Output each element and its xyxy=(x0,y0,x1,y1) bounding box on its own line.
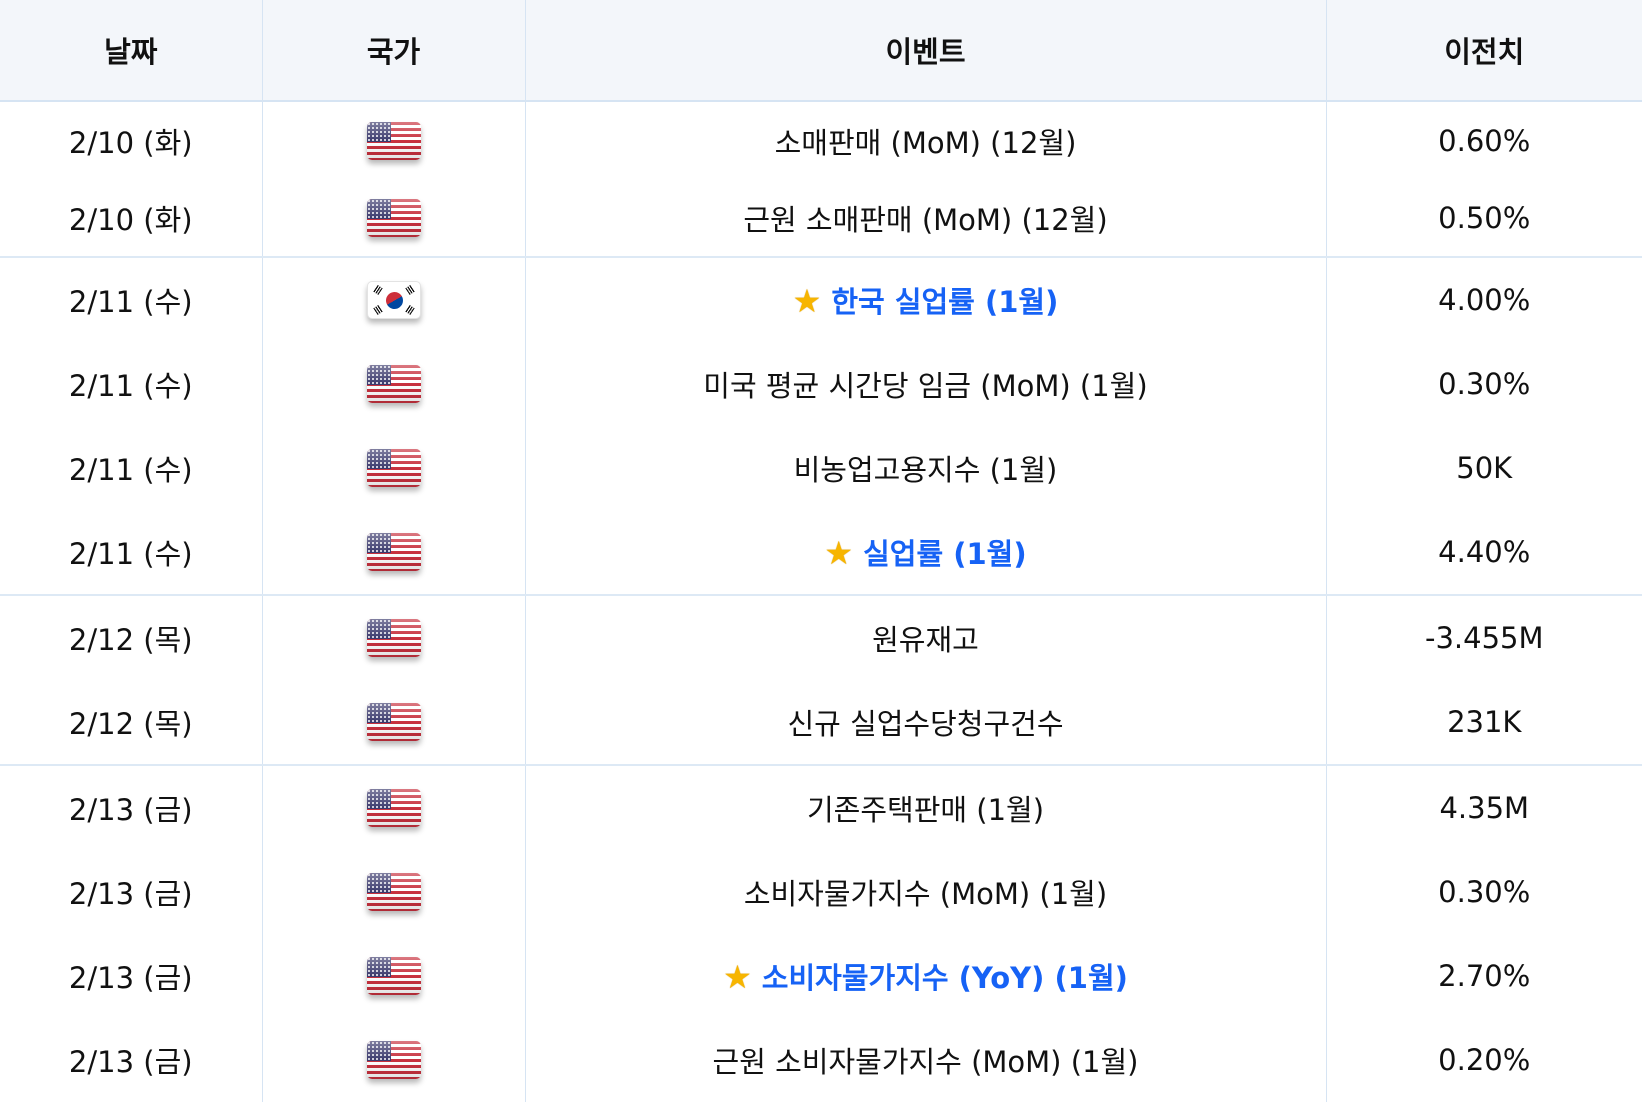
date-cell: 2/11 (수) xyxy=(0,426,263,510)
event-name[interactable]: 소매판매 (MoM) (12월) xyxy=(774,125,1077,160)
country-cell xyxy=(262,342,526,426)
table-row[interactable]: 2/13 (금) 근원 소비자물가지수 (MoM) (1월) 0.20% xyxy=(0,1018,1642,1102)
previous-cell: 0.60% xyxy=(1438,123,1531,158)
table-row[interactable]: 2/13 (금) 소비자물가지수 (MoM) (1월) 0.30% xyxy=(0,850,1642,934)
event-name[interactable]: 근원 소매판매 (MoM) (12월) xyxy=(743,202,1108,237)
table-row[interactable]: 2/11 (수) 비농업고용지수 (1월) 50K xyxy=(0,426,1642,510)
country-cell xyxy=(262,594,526,680)
event-cell: 근원 소비자물가지수 (MoM) (1월) xyxy=(525,1018,1327,1102)
date-cell: 2/12 (목) xyxy=(0,594,263,680)
date-cell: 2/11 (수) xyxy=(0,342,263,426)
event-name[interactable]: 비농업고용지수 (1월) xyxy=(793,453,1058,487)
event-cell: 소매판매 (MoM) (12월) xyxy=(525,101,1327,179)
event-cell: 원유재고 xyxy=(525,594,1327,680)
previous-cell: 0.30% xyxy=(1438,875,1531,909)
country-cell xyxy=(262,764,526,850)
event-cell: ★ 한국 실업률 (1월) xyxy=(525,256,1327,342)
date-cell: 2/11 (수) xyxy=(0,256,263,342)
date-cell: 2/11 (수) xyxy=(0,510,263,595)
table-row[interactable]: 2/11 (수) 미국 평균 시간당 임금 (MoM) (1월) 0.30% xyxy=(0,342,1642,426)
korea-flag-icon xyxy=(366,281,421,319)
country-cell xyxy=(262,1018,526,1102)
star-icon: ★ xyxy=(792,282,822,320)
country-cell xyxy=(262,101,526,179)
previous-cell: 4.00% xyxy=(1326,256,1642,342)
event-name[interactable]: 신규 실업수당청구건수 xyxy=(787,707,1064,741)
table-row[interactable]: 2/13 (금) ★ 소비자물가지수 (YoY) (1월) 2.70% xyxy=(0,934,1642,1018)
event-cell: 비농업고용지수 (1월) xyxy=(525,426,1327,510)
event-name[interactable]: 소비자물가지수 (YoY) (1월) xyxy=(761,961,1128,995)
previous-cell: 50K xyxy=(1456,451,1513,485)
us-flag-icon xyxy=(366,449,421,487)
event-cell: 근원 소매판매 (MoM) (12월) xyxy=(525,179,1327,257)
event-name[interactable]: 미국 평균 시간당 임금 (MoM) (1월) xyxy=(703,369,1148,403)
event-cell: ★ 실업률 (1월) xyxy=(525,510,1327,595)
date-cell: 2/13 (금) xyxy=(0,934,263,1018)
us-flag-icon xyxy=(366,365,421,403)
previous-cell: 2.70% xyxy=(1438,959,1531,993)
us-flag-icon xyxy=(366,789,421,827)
us-flag-icon xyxy=(366,703,421,741)
event-cell: 기존주택판매 (1월) xyxy=(525,764,1327,850)
country-cell xyxy=(262,256,526,342)
header-country[interactable]: 국가 xyxy=(262,0,526,102)
previous-cell: 4.40% xyxy=(1438,535,1531,569)
star-icon: ★ xyxy=(824,534,854,572)
date-cell: 2/10 (화) xyxy=(0,179,263,257)
country-cell xyxy=(262,179,526,257)
header-date[interactable]: 날짜 xyxy=(0,0,263,102)
us-flag-icon xyxy=(366,1041,421,1079)
us-flag-icon xyxy=(366,619,421,657)
previous-cell: 0.50% xyxy=(1438,200,1531,235)
date-cell: 2/13 (금) xyxy=(0,850,263,934)
us-flag-icon xyxy=(366,873,421,911)
previous-cell: 0.30% xyxy=(1438,367,1531,401)
star-icon: ★ xyxy=(723,958,752,996)
table-row[interactable]: 2/13 (금) 기존주택판매 (1월) 4.35M xyxy=(0,764,1642,850)
event-name[interactable]: 근원 소비자물가지수 (MoM) (1월) xyxy=(712,1045,1139,1079)
header-event[interactable]: 이벤트 xyxy=(525,0,1327,102)
event-name[interactable]: 실업률 (1월) xyxy=(863,537,1027,571)
event-cell: 소비자물가지수 (MoM) (1월) xyxy=(525,850,1327,934)
event-cell: 신규 실업수당청구건수 xyxy=(525,680,1327,765)
previous-cell: 231K xyxy=(1447,705,1522,739)
us-flag-icon xyxy=(366,121,421,160)
table-row[interactable]: 2/11 (수) ★ 실업률 (1월) 4.40% xyxy=(0,510,1642,595)
table-row[interactable]: 2/11 (수) ★ 한국 실업률 (1월) 4.00% xyxy=(0,256,1642,342)
table-row[interactable]: 2/12 (목) 신규 실업수당청구건수 231K xyxy=(0,680,1642,765)
date-cell: 2/10 (화) xyxy=(0,101,263,179)
date-cell: 2/13 (금) xyxy=(0,1018,263,1102)
us-flag-icon xyxy=(366,533,421,571)
us-flag-icon xyxy=(366,198,421,237)
event-name[interactable]: 한국 실업률 (1월) xyxy=(831,285,1059,319)
event-cell: 미국 평균 시간당 임금 (MoM) (1월) xyxy=(525,342,1327,426)
header-row: 날짜 국가 이벤트 이전치 xyxy=(0,0,1642,102)
previous-cell: 0.20% xyxy=(1438,1043,1531,1077)
table-row[interactable]: 2/12 (목) 원유재고 -3.455M xyxy=(0,594,1642,680)
table-row[interactable]: 2/10 (화) 근원 소매판매 (MoM) (12월) 0.50% xyxy=(0,179,1642,257)
event-name[interactable]: 원유재고 xyxy=(872,623,979,657)
country-cell xyxy=(262,850,526,934)
country-cell xyxy=(262,510,526,595)
event-cell: ★ 소비자물가지수 (YoY) (1월) xyxy=(525,934,1327,1018)
country-cell xyxy=(262,426,526,510)
date-cell: 2/13 (금) xyxy=(0,764,263,850)
country-cell xyxy=(262,680,526,765)
date-cell: 2/12 (목) xyxy=(0,680,263,765)
event-name[interactable]: 기존주택판매 (1월) xyxy=(806,793,1045,827)
table-row[interactable]: 2/10 (화) 소매판매 (MoM) (12월) 0.60% xyxy=(0,101,1642,179)
event-name[interactable]: 소비자물가지수 (MoM) (1월) xyxy=(743,877,1108,911)
us-flag-icon xyxy=(366,957,421,995)
previous-cell: -3.455M xyxy=(1326,594,1642,680)
header-previous[interactable]: 이전치 xyxy=(1326,0,1642,102)
previous-cell: 4.35M xyxy=(1326,764,1642,850)
country-cell xyxy=(262,934,526,1018)
